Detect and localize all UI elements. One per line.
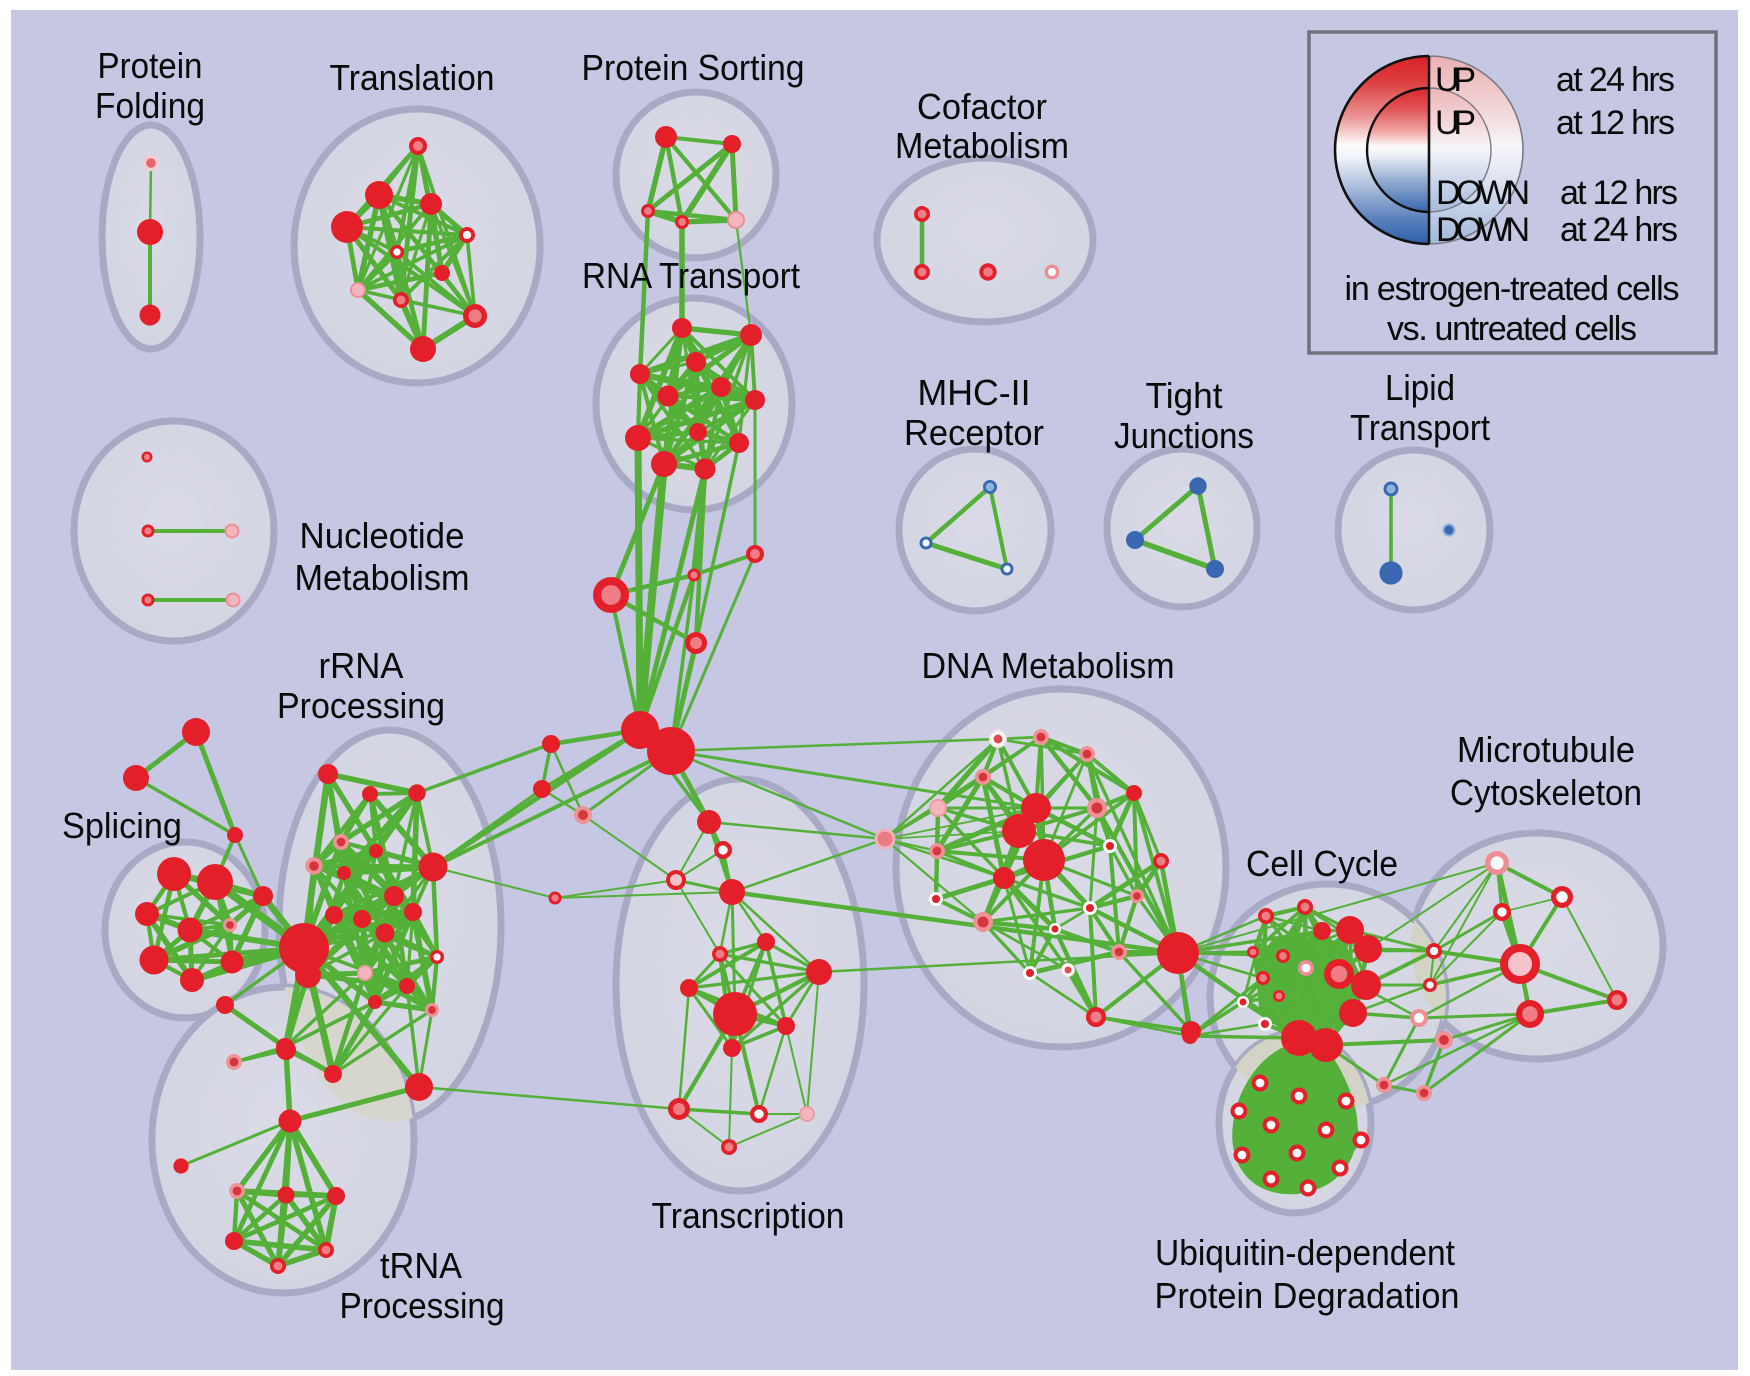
svg-text:Metabolism: Metabolism bbox=[895, 125, 1069, 166]
svg-text:RNA Transport: RNA Transport bbox=[582, 255, 800, 296]
svg-text:Folding: Folding bbox=[95, 85, 205, 126]
svg-text:Protein: Protein bbox=[98, 45, 203, 86]
svg-text:at 24 hrs: at 24 hrs bbox=[1556, 61, 1675, 99]
svg-text:at 24 hrs: at 24 hrs bbox=[1560, 211, 1678, 249]
svg-text:Junctions: Junctions bbox=[1114, 415, 1254, 456]
svg-text:Metabolism: Metabolism bbox=[295, 557, 470, 598]
svg-text:Microtubule: Microtubule bbox=[1457, 729, 1635, 770]
svg-text:Translation: Translation bbox=[330, 57, 495, 98]
svg-text:tRNA: tRNA bbox=[380, 1245, 462, 1286]
svg-text:Nucleotide: Nucleotide bbox=[300, 515, 465, 556]
svg-text:Cytoskeleton: Cytoskeleton bbox=[1450, 772, 1642, 813]
svg-text:Transcription: Transcription bbox=[652, 1195, 845, 1236]
svg-text:DNA Metabolism: DNA Metabolism bbox=[922, 645, 1175, 686]
svg-text:Processing: Processing bbox=[340, 1285, 505, 1326]
svg-text:Tight: Tight bbox=[1146, 375, 1223, 416]
svg-text:rRNA: rRNA bbox=[319, 645, 404, 686]
svg-text:Protein Sorting: Protein Sorting bbox=[582, 47, 805, 88]
svg-text:in estrogen-treated cells: in estrogen-treated cells bbox=[1345, 270, 1680, 308]
svg-text:Ubiquitin-dependent: Ubiquitin-dependent bbox=[1155, 1232, 1455, 1273]
svg-text:UP: UP bbox=[1435, 104, 1476, 142]
svg-text:Cofactor: Cofactor bbox=[917, 86, 1047, 127]
svg-text:Receptor: Receptor bbox=[904, 412, 1044, 453]
svg-text:MHC-II: MHC-II bbox=[918, 372, 1031, 413]
svg-text:Splicing: Splicing bbox=[62, 805, 182, 846]
svg-text:UP: UP bbox=[1435, 61, 1476, 99]
svg-text:vs. untreated cells: vs. untreated cells bbox=[1387, 310, 1637, 348]
svg-text:at 12 hrs: at 12 hrs bbox=[1560, 174, 1678, 212]
svg-text:Cell Cycle: Cell Cycle bbox=[1246, 843, 1398, 884]
svg-text:DOWN: DOWN bbox=[1436, 174, 1530, 212]
svg-text:Lipid: Lipid bbox=[1385, 367, 1455, 408]
svg-text:DOWN: DOWN bbox=[1436, 211, 1530, 249]
svg-text:at 12 hrs: at 12 hrs bbox=[1556, 104, 1675, 142]
svg-text:Protein Degradation: Protein Degradation bbox=[1155, 1275, 1460, 1316]
svg-text:Processing: Processing bbox=[277, 685, 445, 726]
svg-text:Transport: Transport bbox=[1350, 407, 1490, 448]
